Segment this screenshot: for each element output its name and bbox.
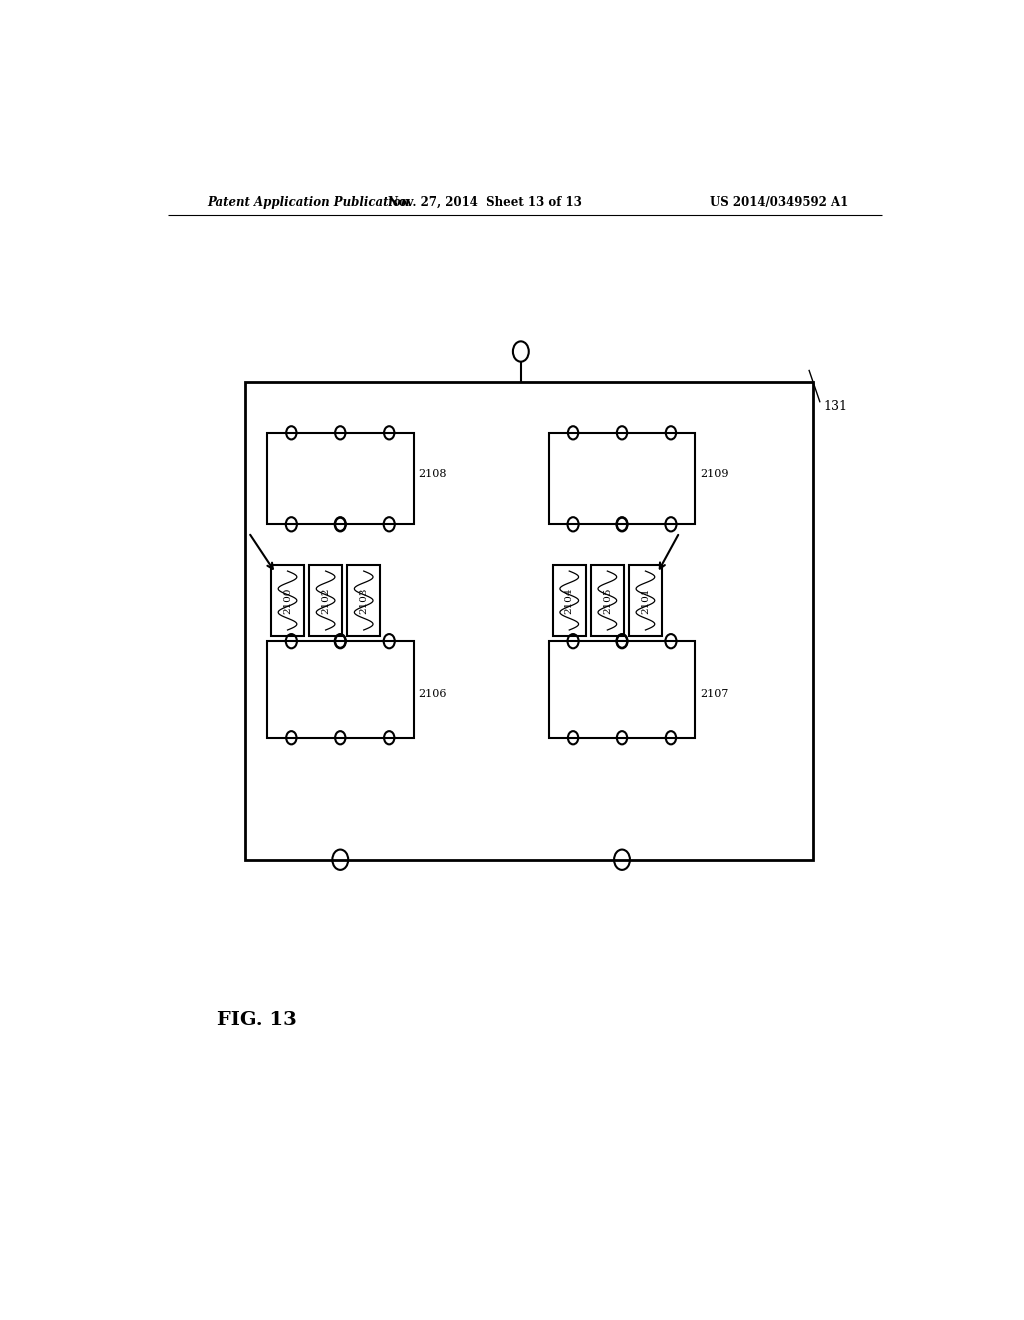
Text: Nov. 27, 2014  Sheet 13 of 13: Nov. 27, 2014 Sheet 13 of 13 xyxy=(388,195,582,209)
Text: 2103: 2103 xyxy=(359,587,369,614)
Text: 2108: 2108 xyxy=(419,469,446,479)
Bar xyxy=(629,565,663,636)
Text: Patent Application Publication: Patent Application Publication xyxy=(207,195,410,209)
Text: 2106: 2106 xyxy=(419,689,446,700)
Bar xyxy=(553,565,586,636)
Text: 2109: 2109 xyxy=(700,469,729,479)
Text: 2104: 2104 xyxy=(565,587,573,614)
Text: US 2014/0349592 A1: US 2014/0349592 A1 xyxy=(710,195,848,209)
Bar xyxy=(267,642,414,738)
Text: 2107: 2107 xyxy=(700,689,728,700)
Text: 2105: 2105 xyxy=(603,587,611,614)
Text: FIG. 13: FIG. 13 xyxy=(217,1011,297,1030)
Text: 2101: 2101 xyxy=(641,587,650,614)
Bar xyxy=(270,565,304,636)
Bar xyxy=(347,565,380,636)
Text: 2100: 2100 xyxy=(283,587,292,614)
Bar xyxy=(309,565,342,636)
Text: 2102: 2102 xyxy=(322,587,330,614)
Bar xyxy=(246,381,813,859)
Bar xyxy=(549,642,695,738)
Bar xyxy=(549,433,695,524)
Bar xyxy=(267,433,414,524)
Text: 131: 131 xyxy=(823,400,847,413)
Bar xyxy=(591,565,624,636)
